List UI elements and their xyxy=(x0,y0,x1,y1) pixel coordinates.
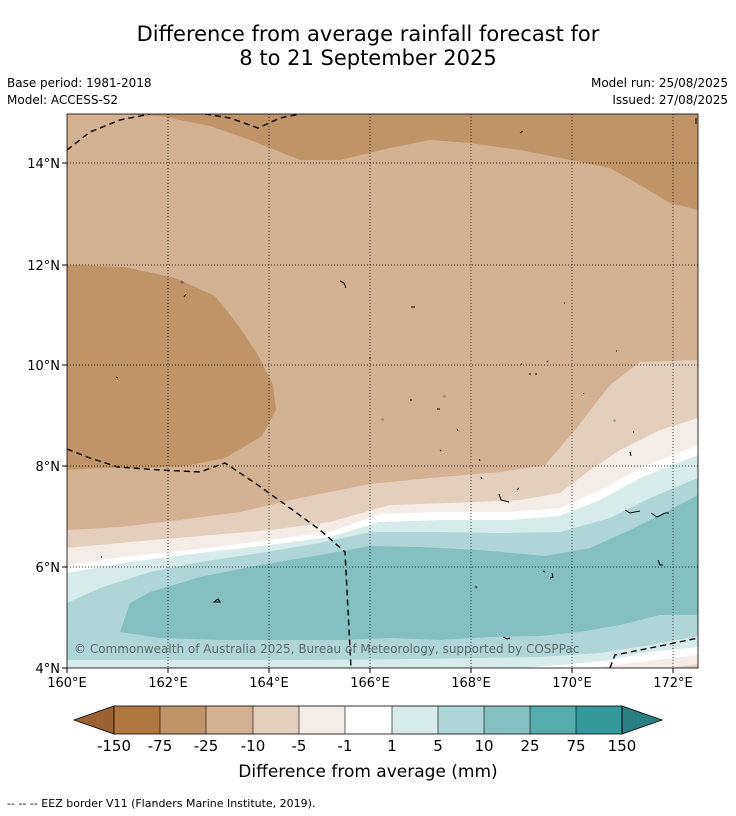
y-tick-label: 14°N xyxy=(27,157,60,172)
band-plus-10 xyxy=(120,495,698,640)
x-tick-label: 168°E xyxy=(451,676,491,691)
colorbar-labels: -150 -75 -25 -10 -5 -1 1 5 10 25 75 150 xyxy=(97,737,636,755)
y-tick-label: 10°N xyxy=(27,359,60,374)
band-plus-1-south xyxy=(67,636,698,668)
colorbar-label: -1 xyxy=(338,737,353,755)
colorbar-segment xyxy=(392,706,438,734)
title-line-1: Difference from average rainfall forecas… xyxy=(136,22,600,46)
colorbar-title: Difference from average (mm) xyxy=(238,762,498,782)
issued-date: Issued: 27/08/2025 xyxy=(612,93,728,107)
colorbar-label: 1 xyxy=(387,737,397,755)
colorbar-segment xyxy=(345,706,392,734)
colorbar-max-arrow xyxy=(621,705,664,735)
colorbar-segment xyxy=(299,706,345,734)
y-tick-label: 6°N xyxy=(36,561,61,576)
model-run: Model run: 25/08/2025 xyxy=(590,76,728,90)
colorbar-label: -25 xyxy=(194,737,219,755)
colorbar-label: -5 xyxy=(292,737,307,755)
colorbar-segment xyxy=(114,706,160,734)
colorbar-segment xyxy=(484,706,530,734)
copyright-notice: © Commonwealth of Australia 2025, Bureau… xyxy=(74,642,579,656)
band-minus-75-west xyxy=(67,265,276,470)
colorbar xyxy=(72,705,664,735)
colorbar-label: 75 xyxy=(566,737,585,755)
x-tick-label: 164°E xyxy=(249,676,289,691)
y-tick-label: 8°N xyxy=(36,460,61,475)
title-line-2: 8 to 21 September 2025 xyxy=(239,46,497,70)
axis-ticks xyxy=(62,162,674,673)
x-tick-label: 160°E xyxy=(47,676,87,691)
y-tick-label: 4°N xyxy=(36,662,61,677)
map-fill-layer: © Commonwealth of Australia 2025, Bureau… xyxy=(67,114,698,668)
colorbar-segment xyxy=(530,706,576,734)
graticule xyxy=(67,114,698,668)
x-tick-label: 170°E xyxy=(552,676,592,691)
colorbar-segment xyxy=(160,706,206,734)
map-frame xyxy=(66,113,699,669)
colorbar-label: -10 xyxy=(241,737,266,755)
band-minus-75-north xyxy=(67,114,698,210)
colorbar-label: -75 xyxy=(148,737,173,755)
y-axis-labels: 4°N 6°N 8°N 10°N 12°N 14°N xyxy=(27,157,60,677)
eez-border xyxy=(67,114,698,668)
y-tick-label: 12°N xyxy=(27,259,60,274)
band-minus-5-south xyxy=(590,655,698,668)
x-tick-label: 162°E xyxy=(148,676,188,691)
model-name: Model: ACCESS-S2 xyxy=(7,93,119,107)
colorbar-min-arrow xyxy=(72,705,115,735)
colorbar-label: 25 xyxy=(520,737,539,755)
x-tick-label: 166°E xyxy=(350,676,390,691)
colorbar-segment xyxy=(576,706,622,734)
base-period: Base period: 1981-2018 xyxy=(7,76,152,90)
colorbar-label: 10 xyxy=(474,737,493,755)
eez-footnote: -- -- -- EEZ border V11 (Flanders Marine… xyxy=(7,797,316,810)
x-axis-labels: 160°E 162°E 164°E 166°E 168°E 170°E 172°… xyxy=(47,676,693,691)
band-minus-10-south xyxy=(670,664,698,668)
x-tick-label: 172°E xyxy=(653,676,693,691)
colorbar-segment xyxy=(206,706,253,734)
colorbar-label: 5 xyxy=(433,737,443,755)
colorbar-label: 150 xyxy=(608,737,637,755)
colorbar-label: -150 xyxy=(97,737,131,755)
islands xyxy=(101,118,697,640)
colorbar-segment xyxy=(438,706,484,734)
colorbar-segment xyxy=(253,706,299,734)
